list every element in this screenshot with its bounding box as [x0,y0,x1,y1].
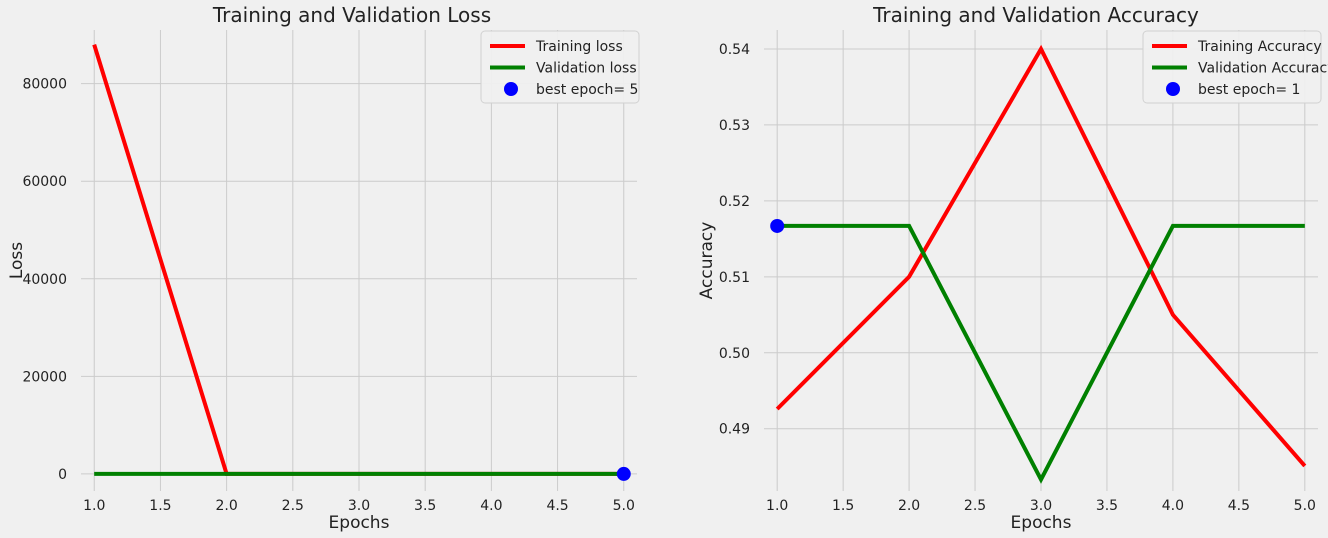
best-epoch-marker [770,218,785,233]
x-tick-label: 1.0 [766,498,788,514]
x-tick-label: 2.0 [898,498,920,514]
legend-box [1142,30,1322,104]
legend-marker [1166,82,1180,96]
chart-title: Training and Validation Loss [212,3,491,27]
x-tick-label: 5.0 [613,498,635,514]
x-tick-label: 4.0 [1162,498,1184,514]
y-tick-label: 60000 [22,174,67,190]
legend-label: Validation loss [536,61,637,77]
x-tick-label: 1.0 [83,498,105,514]
y-tick-label: 0.49 [719,422,750,438]
legend-label: best epoch= 5 [536,82,638,98]
x-tick-label: 2.0 [215,498,237,514]
legend-label: Validation Accuracy [1198,61,1328,77]
y-tick-label: 0.51 [719,270,750,286]
y-tick-label: 0.54 [719,42,750,58]
legend: Training Accuracy Validation Accuracy best… [1142,30,1328,104]
x-tick-label: 4.0 [480,498,502,514]
legend-label: best epoch= 1 [1198,82,1300,98]
y-tick-label: 0 [58,467,67,483]
series-line-training [775,44,1307,468]
y-tick-label: 0.50 [719,346,750,362]
x-tick-label: 3.0 [1030,498,1052,514]
x-tick-label: 3.5 [1096,498,1118,514]
best-epoch-marker [616,466,631,481]
legend-label: Training Accuracy [1197,39,1322,55]
chart-title: Training and Validation Accuracy [872,3,1199,27]
y-axis-label: Accuracy [697,222,717,300]
legend-label: Training loss [535,39,623,55]
y-tick-label: 20000 [22,369,67,385]
x-axis-label: Epochs [329,513,390,533]
y-axis-label: Loss [7,242,27,279]
x-tick-label: 3.0 [348,498,370,514]
x-tick-label: 3.5 [414,498,436,514]
y-tick-label: 0.53 [719,118,750,134]
x-tick-label: 2.5 [964,498,986,514]
x-tick-label: 4.5 [1228,498,1250,514]
series-line-validation [777,223,1305,484]
y-tick-label: 80000 [22,77,67,93]
x-tick-label: 5.0 [1294,498,1316,514]
legend-box [480,30,640,104]
chart-2: 1.0 1.5 2.0 2.5 3.0 3.5 4.0 4.5 5.0 0.49 0.50 0.51 0… [697,3,1328,533]
x-tick-label: 4.5 [546,498,568,514]
x-axis-label: Epochs [1011,513,1072,533]
chart-1: 1.0 1.5 2.0 2.5 3.0 3.5 4.0 4.5 5.0 0 20000 40000 60… [7,3,640,533]
x-tick-label: 1.5 [149,498,171,514]
y-tick-label: 40000 [22,272,67,288]
x-tick-label: 2.5 [282,498,304,514]
legend: Training loss Validation loss best epoch= … [480,30,640,104]
y-tick-label: 0.52 [719,194,750,210]
legend-marker [504,82,518,96]
x-tick-label: 1.5 [832,498,854,514]
